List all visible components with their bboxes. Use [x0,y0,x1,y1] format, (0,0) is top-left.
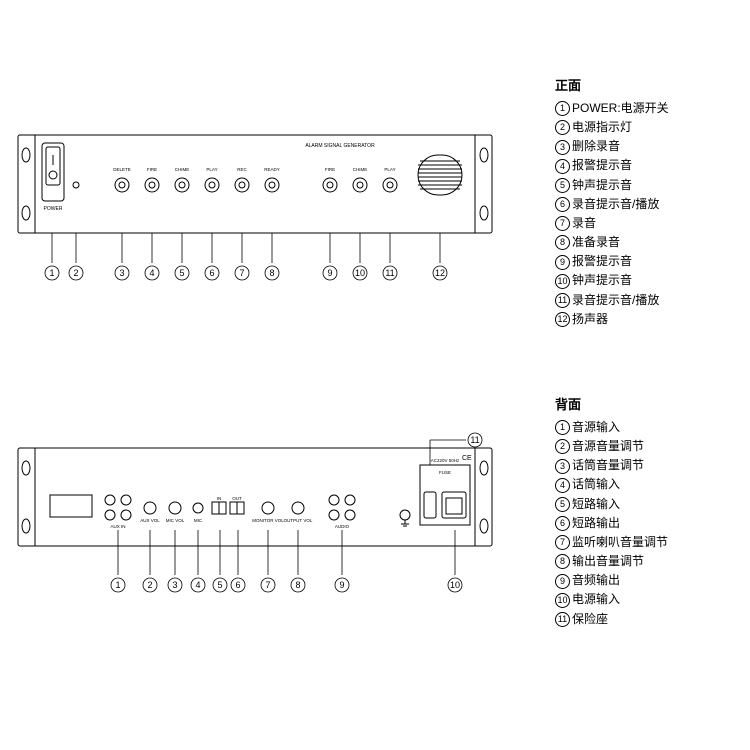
front-legend-title: 正面 [555,76,669,97]
back-panel-svg: AUX IN AUX VOL MIC VOL MIC IN OUT MONITO… [10,420,500,620]
svg-text:6: 6 [209,268,214,278]
legend-row: 7录音 [555,214,669,233]
svg-text:PLAY: PLAY [384,167,395,172]
svg-text:10: 10 [450,580,460,590]
svg-text:AUX VOL: AUX VOL [140,518,160,523]
svg-text:1: 1 [115,580,120,590]
svg-text:5: 5 [179,268,184,278]
legend-row: 3话筒音量调节 [555,456,668,475]
speaker-icon [418,155,462,195]
legend-row: 6短路输出 [555,514,668,533]
svg-text:READY: READY [264,167,280,172]
svg-text:MIC VOL: MIC VOL [166,518,185,523]
legend-row: 4报警提示音 [555,156,669,175]
back-legend-title: 背面 [555,395,668,416]
svg-text:PLAY: PLAY [206,167,217,172]
device-title: ALARM SIGNAL GENERATOR [305,143,375,149]
svg-text:CHIME: CHIME [353,167,368,172]
legend-row: 1音源输入 [555,418,668,437]
svg-text:3: 3 [119,268,124,278]
front-legend: 正面 1POWER:电源开关2电源指示灯3删除录音4报警提示音5钟声提示音6录音… [555,76,669,329]
svg-text:FUSE: FUSE [439,470,451,475]
svg-text:9: 9 [339,580,344,590]
svg-text:MONITOR VOL: MONITOR VOL [252,518,284,523]
legend-row: 3删除录音 [555,137,669,156]
svg-text:OUT: OUT [232,496,242,501]
svg-text:FIRE: FIRE [325,167,335,172]
svg-text:7: 7 [265,580,270,590]
back-legend: 背面 1音源输入2音源音量调节3话筒音量调节4话筒输入5短路输入6短路输出7监听… [555,395,668,629]
svg-text:CHIME: CHIME [175,167,190,172]
svg-text:AUDIO: AUDIO [335,524,350,529]
legend-row: 5短路输入 [555,495,668,514]
front-panel-svg: POWER ALARM SIGNAL GENERATOR DELETE FIRE C… [10,125,500,305]
back-panel-diagram: AUX IN AUX VOL MIC VOL MIC IN OUT MONITO… [10,420,500,620]
legend-row: 2电源指示灯 [555,118,669,137]
legend-row: 7监听喇叭音量调节 [555,533,668,552]
svg-text:2: 2 [73,268,78,278]
svg-text:AUX IN: AUX IN [110,524,125,529]
legend-row: 8准备录音 [555,233,669,252]
legend-row: 12扬声器 [555,310,669,329]
svg-text:8: 8 [295,580,300,590]
svg-text:10: 10 [355,268,365,278]
svg-text:POWER: POWER [44,206,63,212]
legend-row: 2音源音量调节 [555,437,668,456]
svg-text:11: 11 [470,435,479,445]
svg-text:11: 11 [385,268,394,278]
svg-text:2: 2 [147,580,152,590]
svg-text:9: 9 [327,268,332,278]
front-panel-diagram: POWER ALARM SIGNAL GENERATOR DELETE FIRE C… [10,125,500,305]
svg-text:8: 8 [269,268,274,278]
svg-text:REC: REC [237,167,247,172]
svg-text:4: 4 [195,580,200,590]
legend-row: 11录音提示音/播放 [555,291,669,310]
svg-text:MIC: MIC [194,518,203,523]
svg-text:CE: CE [462,455,472,462]
legend-row: 6录音提示音/播放 [555,195,669,214]
svg-text:OUTPUT VOL: OUTPUT VOL [284,518,313,523]
svg-text:AC220V 50Hz: AC220V 50Hz [431,458,460,463]
svg-text:1: 1 [49,268,54,278]
svg-text:IN: IN [217,496,222,501]
legend-row: 9报警提示音 [555,252,669,271]
svg-text:12: 12 [435,268,445,278]
legend-row: 9音频输出 [555,571,668,590]
legend-row: 10电源输入 [555,590,668,609]
svg-text:3: 3 [172,580,177,590]
legend-row: 8输出音量调节 [555,552,668,571]
legend-row: 4话筒输入 [555,475,668,494]
svg-text:4: 4 [149,268,154,278]
svg-text:7: 7 [239,268,244,278]
svg-text:5: 5 [217,580,222,590]
svg-text:DELETE: DELETE [113,167,131,172]
svg-text:FIRE: FIRE [147,167,157,172]
legend-row: 10钟声提示音 [555,271,669,290]
legend-row: 1POWER:电源开关 [555,99,669,118]
legend-row: 5钟声提示音 [555,176,669,195]
legend-row: 11保险座 [555,610,668,629]
svg-text:6: 6 [235,580,240,590]
